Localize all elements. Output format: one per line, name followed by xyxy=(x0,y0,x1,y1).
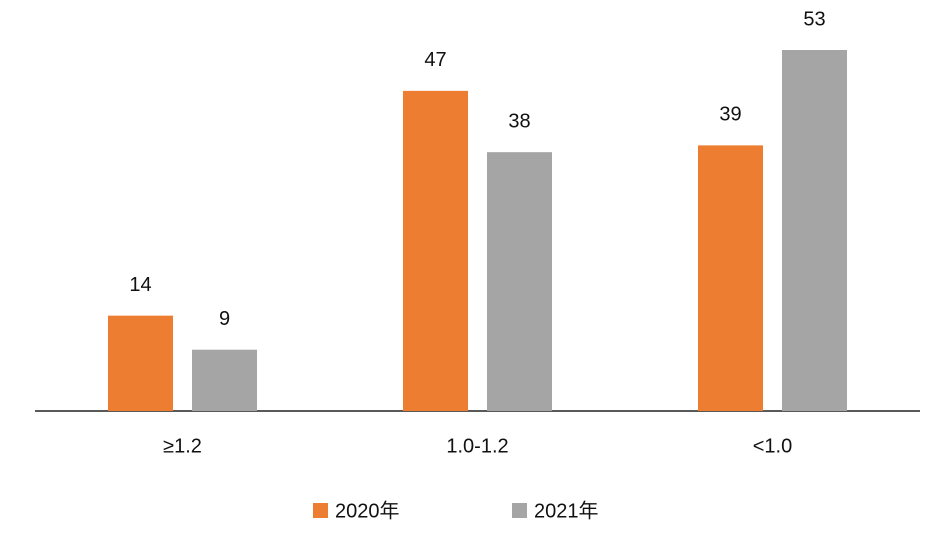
bar xyxy=(108,315,173,411)
bar xyxy=(192,349,257,411)
value-label: 39 xyxy=(719,104,741,126)
value-label: 53 xyxy=(803,8,825,30)
value-label: 14 xyxy=(129,274,151,296)
value-label: 9 xyxy=(219,308,230,330)
x-tick-label: <1.0 xyxy=(753,435,792,457)
legend-label: 2020年 xyxy=(335,499,400,522)
legend-swatch xyxy=(313,503,328,518)
x-tick-label: ≥1.2 xyxy=(163,435,202,457)
value-label: 47 xyxy=(424,49,446,71)
bar xyxy=(487,152,552,412)
bar xyxy=(698,145,763,411)
bar xyxy=(403,90,468,412)
legend-swatch xyxy=(512,503,527,518)
x-tick-label: 1.0-1.2 xyxy=(446,435,508,457)
bar xyxy=(782,50,847,411)
legend-label: 2021年 xyxy=(534,499,599,522)
value-label: 38 xyxy=(508,110,530,132)
